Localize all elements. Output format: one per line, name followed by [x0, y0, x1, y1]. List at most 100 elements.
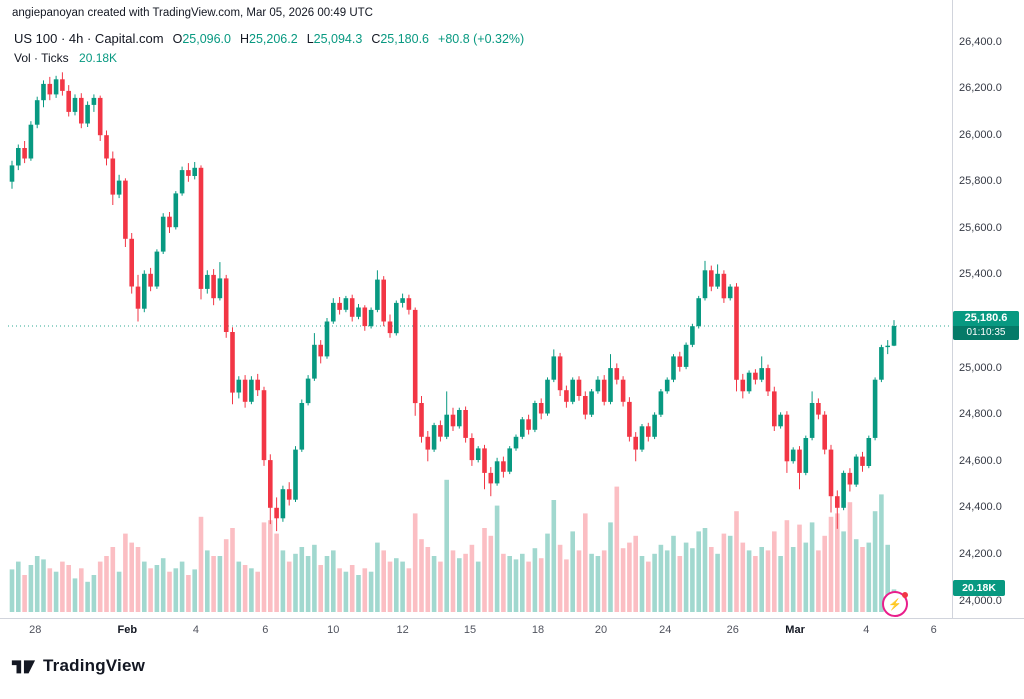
candle-body [223, 278, 229, 332]
candle-body [72, 97, 78, 112]
candle-body [387, 321, 393, 334]
time-scale-label: Mar [785, 624, 805, 636]
volume-indicator-title[interactable]: Vol · Ticks [14, 51, 69, 65]
candle-body [507, 448, 512, 472]
volume-bar [816, 550, 821, 612]
candle-body [595, 379, 601, 392]
candle-body [520, 419, 525, 437]
volume-bar [400, 561, 405, 612]
candle-body [129, 238, 134, 287]
volume-bar [394, 558, 399, 612]
volume-bar [879, 494, 884, 612]
candle-body [671, 356, 676, 380]
volume-bar [299, 547, 305, 612]
time-scale-label: 20 [594, 624, 608, 636]
volume-value: 20.18K [79, 51, 118, 65]
candle-body [457, 410, 462, 427]
volume-bar [249, 568, 254, 612]
candle-body [337, 302, 342, 310]
candle-body [872, 379, 878, 438]
volume-bar [236, 561, 242, 612]
volume-bar [595, 556, 601, 612]
candle-body [66, 90, 71, 112]
candle-body [318, 344, 323, 357]
volume-bar [419, 539, 424, 612]
time-scale-label: 18 [531, 624, 545, 636]
ohlc-low: L25,094.3 [306, 32, 363, 46]
volume-bar [557, 544, 563, 612]
candle-body [16, 148, 21, 166]
volume-bar [362, 568, 368, 612]
credit-text: angiepanoyan created with TradingView.co… [12, 7, 373, 19]
volume-bar [47, 568, 53, 612]
candle-body [469, 438, 475, 461]
candle-body [772, 391, 777, 427]
candle-body [22, 148, 27, 159]
volume-bar [746, 550, 752, 612]
price-chart[interactable] [0, 0, 952, 618]
volume-bar [614, 486, 620, 612]
candle-body [186, 170, 191, 176]
candle-body [740, 379, 746, 392]
volume-bar [412, 513, 418, 612]
volume-bar [387, 561, 393, 612]
price-scale-label: 24,800.0 [959, 408, 1002, 421]
candle-body [236, 379, 242, 393]
candle-body [53, 79, 59, 95]
volume-bar [778, 556, 783, 612]
candle-body [104, 135, 109, 159]
volume-bar [110, 547, 116, 612]
volume-bar [261, 522, 267, 612]
volume-bar [759, 547, 764, 612]
volume-bar [809, 522, 815, 612]
last-price-badge: 25,180.6 01:10:35 [953, 311, 1019, 341]
volume-bar [690, 548, 695, 612]
candle-body [860, 456, 865, 466]
volume-bar [280, 550, 286, 612]
volume-bar [381, 550, 386, 612]
candle-body [123, 180, 128, 239]
candle-body [601, 379, 607, 402]
volume-bar [658, 544, 664, 612]
candle-body [110, 158, 116, 195]
notification-dot [902, 592, 908, 598]
quick-trade-flash-button[interactable]: ⚡ [882, 591, 908, 617]
symbol-title[interactable]: US 100 · 4h · Capital.com [14, 31, 164, 46]
legend-main-row: US 100 · 4h · Capital.com O25,096.0 H25,… [14, 31, 524, 46]
candle-body [532, 403, 538, 430]
volume-bar [589, 553, 594, 612]
time-scale[interactable]: 28 Feb 4 6 10 12 15 18 20 24 26 Mar 4 6 [0, 618, 952, 644]
volume-bar [734, 511, 739, 612]
volume-bar [866, 542, 872, 612]
volume-bar [123, 533, 128, 612]
candle-body [746, 372, 752, 392]
time-scale-label: 24 [659, 624, 672, 636]
candle-body [438, 425, 443, 437]
volume-bar [639, 556, 645, 612]
candle-body [646, 426, 651, 437]
candle-body [538, 403, 544, 414]
candle-body [230, 332, 235, 393]
candle-body [658, 391, 664, 415]
volume-bar [274, 533, 279, 612]
time-scale-label: 6 [262, 624, 269, 636]
volume-bar [34, 556, 40, 612]
candle-body [431, 425, 437, 450]
volume-bar [41, 559, 46, 612]
volume-bar [255, 571, 260, 612]
price-scale[interactable]: 26,400.0 26,200.0 26,000.0 25,800.0 25,600.0… [952, 0, 1024, 618]
volume-bar [97, 561, 103, 612]
candle-body [589, 391, 594, 415]
tradingview-logo[interactable]: TradingView [10, 656, 145, 676]
candle-body [784, 414, 790, 462]
candle-body [425, 436, 431, 450]
candle-body [734, 286, 739, 380]
candle-body [47, 83, 53, 95]
volume-bar [709, 547, 714, 612]
candle-body [576, 379, 582, 396]
candle-body [444, 414, 449, 437]
volume-bar [551, 500, 557, 612]
candle-body [362, 307, 368, 327]
ohlc-close: C25,180.6 [371, 32, 430, 46]
candle-body [463, 410, 468, 438]
